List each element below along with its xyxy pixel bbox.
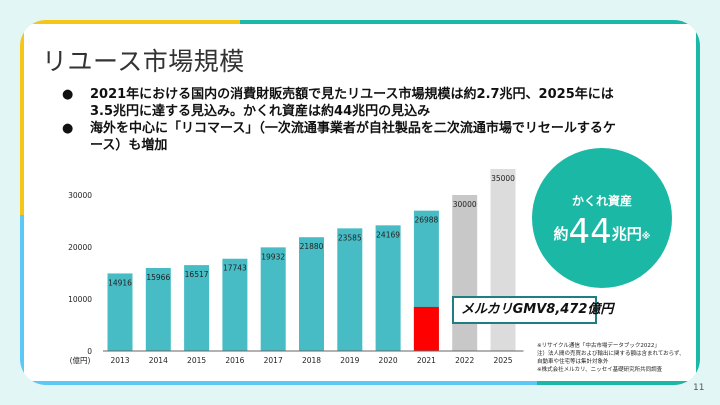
bullet-item: ● 海外を中心に「リコマース」（一次流通事業者が自社製品を二次流通市場でリセール…: [62, 120, 682, 154]
bar-2016: [222, 258, 248, 351]
bar-2022: [452, 195, 478, 351]
x-tick-label-2018: 2018: [302, 356, 321, 365]
border-bottom-blue: [20, 381, 537, 385]
footnote: ※株式会社メルカリ、ニッセイ基礎研究所共同調査: [537, 367, 663, 373]
bar-highlight-mercari-gmv: [413, 306, 439, 351]
bullet-dot-icon: ●: [62, 87, 74, 102]
x-tick-label-2022: 2022: [455, 356, 474, 365]
value-label-2016: 17743: [223, 264, 247, 273]
x-tick-label-2019: 2019: [340, 356, 359, 365]
border-left-yellow: [20, 20, 24, 215]
y-tick-label-30000: 30000: [68, 191, 92, 200]
x-tick-label-2015: 2015: [187, 356, 206, 365]
footnote: ※リサイクル通信「中古市場データブック2022」: [537, 343, 660, 349]
bullet-line: 海外を中心に「リコマース」（一次流通事業者が自社製品を二次流通市場でリセールする…: [90, 121, 616, 136]
bar-2019: [337, 228, 363, 351]
border-right-teal: [696, 20, 700, 385]
bullet-line: 3.5兆円に達する見込み。かくれ資産は約44兆円の見込み: [90, 104, 431, 119]
bar-2018: [299, 237, 324, 351]
x-tick-label-2025: 2025: [493, 356, 512, 365]
bar-2014: [145, 267, 171, 351]
y-unit-label: (億円): [70, 355, 91, 365]
hidden-assets-note-mark: ※: [641, 232, 651, 242]
hidden-assets-prefix: 約: [553, 225, 569, 243]
y-tick-label-0: 0: [87, 347, 92, 356]
x-tick-label-2014: 2014: [149, 356, 168, 365]
x-tick-label-2017: 2017: [264, 356, 283, 365]
bar-2017: [260, 247, 286, 351]
bar-2013: [107, 273, 133, 351]
value-label-2025: 35000: [491, 174, 515, 183]
value-label-2018: 21880: [300, 242, 324, 251]
border-top-yellow: [20, 20, 240, 24]
bullet-line: 2021年における国内の消費財販売額で見たリユース市場規模は約2.7兆円、202…: [90, 87, 614, 102]
hidden-assets-label: かくれ資産: [571, 194, 632, 208]
bar-2020: [375, 225, 401, 351]
border-top-teal: [240, 20, 700, 24]
border-bottom-teal: [537, 381, 700, 385]
value-label-2014: 15966: [146, 273, 170, 282]
hidden-assets-value: 44: [568, 212, 612, 252]
hidden-assets-circle: かくれ資産 約44兆円※: [532, 148, 672, 288]
bullet-item: ● 2021年における国内の消費財販売額で見たリユース市場規模は約2.7兆円、2…: [62, 86, 682, 120]
x-tick-label-2020: 2020: [379, 356, 398, 365]
value-label-2017: 19932: [261, 252, 285, 261]
x-tick-label-2013: 2013: [110, 356, 129, 365]
slide-title: リユース市場規模: [42, 47, 245, 76]
footnote: 自動車や住宅等は集計対象外: [537, 359, 609, 365]
hidden-assets-unit: 兆円: [611, 225, 642, 243]
footnotes: ※リサイクル通信「中古市場データブック2022」 注）法人間の売買および輸出に関…: [537, 342, 685, 374]
value-label-2022: 30000: [453, 200, 477, 209]
bullet-line: ース）も増加: [90, 138, 168, 153]
value-label-2021: 26988: [414, 216, 438, 225]
bar-2015: [184, 265, 210, 351]
value-label-2013: 14916: [108, 278, 132, 287]
mercari-gmv-callout: メルカリGMV8,472億円: [452, 296, 613, 324]
y-tick-label-20000: 20000: [68, 243, 92, 252]
border-left-blue: [20, 215, 24, 385]
x-tick-label-2016: 2016: [225, 356, 244, 365]
hidden-assets-value-line: 約44兆円※: [532, 212, 672, 252]
value-label-2015: 16517: [185, 270, 209, 279]
value-label-2019: 23585: [338, 233, 362, 242]
x-tick-label-2021: 2021: [417, 356, 436, 365]
page-number: 11: [693, 383, 705, 393]
bullet-dot-icon: ●: [62, 121, 74, 136]
value-label-2020: 24169: [376, 230, 400, 239]
footnote: 注）法人間の売買および輸出に関する額は含まれておらず、: [537, 351, 685, 357]
y-tick-label-10000: 10000: [68, 295, 92, 304]
bullet-list: ● 2021年における国内の消費財販売額で見たリユース市場規模は約2.7兆円、2…: [62, 86, 682, 154]
